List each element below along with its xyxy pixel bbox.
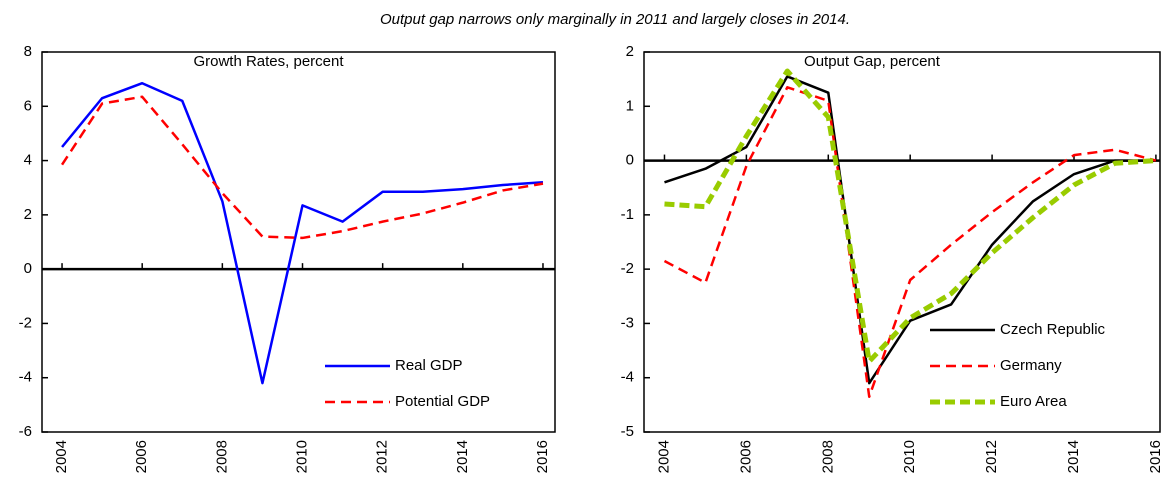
x-tick-label: 2010 (293, 440, 310, 473)
y-tick-label: -1 (621, 206, 634, 223)
y-tick-label: 0 (626, 152, 634, 169)
x-tick-label: 2006 (133, 440, 150, 473)
y-tick-label: -4 (621, 369, 634, 386)
y-tick-label: 2 (24, 206, 32, 223)
x-tick-label: 2012 (374, 440, 391, 473)
series-line (664, 68, 1157, 364)
x-tick-label: 2014 (1065, 440, 1082, 473)
legend-label: Euro Area (1000, 393, 1067, 410)
y-tick-label: -4 (19, 369, 32, 386)
x-tick-label: 2008 (213, 440, 230, 473)
y-tick-label: 4 (24, 152, 32, 169)
y-tick-label: -3 (621, 314, 634, 331)
x-tick-label: 2006 (737, 440, 754, 473)
x-tick-label: 2010 (901, 440, 918, 473)
x-tick-label: 2004 (53, 440, 70, 473)
y-tick-label: -6 (19, 423, 32, 440)
legend-label: Potential GDP (395, 393, 490, 410)
series-line (60, 95, 544, 240)
legend-label: Real GDP (395, 357, 463, 374)
y-tick-label: -5 (621, 423, 634, 440)
series-line (61, 81, 544, 385)
x-tick-label: 2004 (655, 440, 672, 473)
series-line (664, 75, 1156, 385)
plot-frame (643, 51, 1161, 433)
x-tick-label: 2008 (819, 440, 836, 473)
legend-label: Czech Republic (1000, 321, 1106, 338)
panel-title: Growth Rates, percent (193, 53, 344, 70)
x-tick-label: 2016 (534, 440, 551, 473)
series-line (663, 86, 1157, 398)
y-tick-label: 6 (24, 97, 32, 114)
y-tick-label: 8 (24, 43, 32, 60)
panel-title: Output Gap, percent (804, 53, 941, 70)
y-tick-label: 1 (626, 97, 634, 114)
page-title: Output gap narrows only marginally in 20… (380, 11, 850, 28)
x-tick-label: 2016 (1147, 440, 1164, 473)
y-tick-label: -2 (621, 260, 634, 277)
x-tick-label: 2014 (454, 440, 471, 473)
y-tick-label: 0 (24, 260, 32, 277)
x-tick-label: 2012 (983, 440, 1000, 473)
plot-frame (41, 51, 556, 433)
y-tick-label: 2 (626, 43, 634, 60)
y-tick-label: -2 (19, 314, 32, 331)
legend-label: Germany (1000, 357, 1062, 374)
